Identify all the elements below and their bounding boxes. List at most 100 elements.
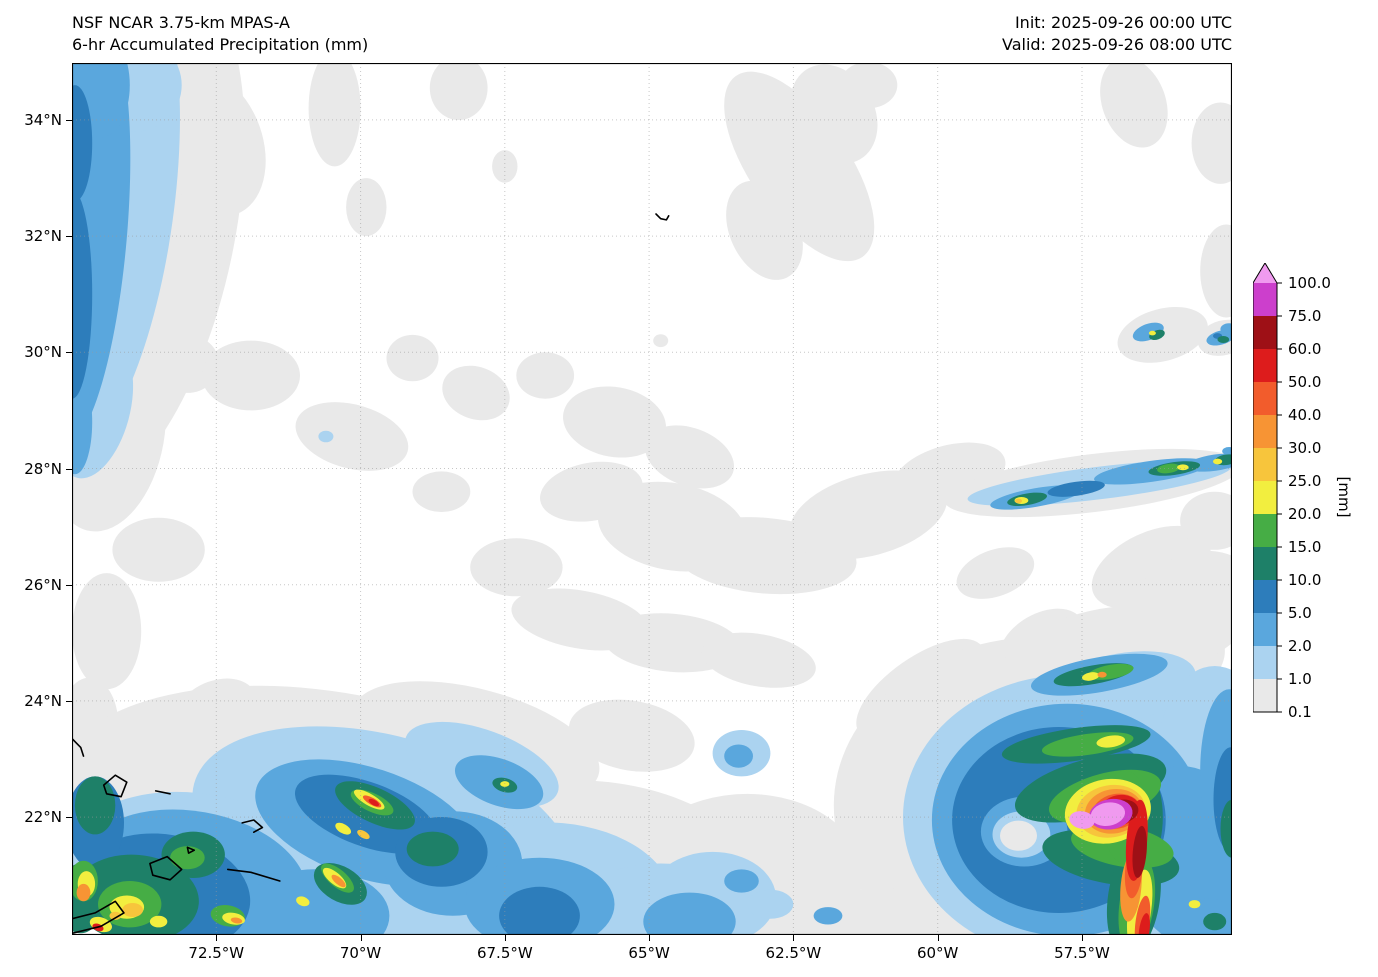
- colorbar-tick-label: 75.0: [1288, 307, 1322, 325]
- coastline: [241, 819, 264, 833]
- colorbar-cell: [1253, 382, 1277, 415]
- precip-region-p0: [412, 471, 471, 512]
- precip-region-p25: [122, 903, 143, 917]
- precip-region-p0: [112, 517, 205, 582]
- map-frame: [72, 63, 1232, 935]
- precip-region-p0: [516, 352, 575, 399]
- precip-region-p20: [1213, 458, 1223, 465]
- x-axis-tick: [504, 935, 506, 941]
- precip-region-p2: [813, 907, 843, 925]
- precip-region-p60: [1132, 825, 1147, 878]
- y-axis-tick: [66, 584, 72, 586]
- colorbar-outline: [1252, 262, 1278, 713]
- precip-region-p30: [331, 874, 346, 888]
- coastline: [102, 774, 128, 798]
- precip-region-p0: [492, 150, 518, 183]
- x-axis-tick: [937, 935, 939, 941]
- y-axis-tick-label: 22°N: [24, 808, 62, 827]
- precip-region-p0: [155, 70, 266, 217]
- precip-region-p30: [1097, 671, 1107, 678]
- x-axis-tick: [1081, 935, 1083, 941]
- precip-region-p0: [1180, 491, 1232, 550]
- precip-region-p2: [724, 869, 759, 893]
- precip-region-p1: [747, 889, 794, 919]
- precip-region-p0: [568, 699, 695, 772]
- colorbar-tick-label: 100.0: [1288, 274, 1331, 292]
- precip-region-p10: [74, 776, 116, 835]
- colorbar-tick-label: 1.0: [1288, 670, 1312, 688]
- y-axis-tick-label: 32°N: [24, 227, 62, 246]
- precip-region-p0: [644, 425, 735, 489]
- precip-region-p0: [1126, 550, 1232, 665]
- precip-region-p20: [335, 822, 352, 835]
- y-axis-tick-label: 24°N: [24, 691, 62, 710]
- coastline: [72, 900, 125, 935]
- precip-region-p0: [295, 402, 409, 471]
- y-axis-tick: [66, 468, 72, 470]
- precip-region-p1: [318, 430, 334, 443]
- precip-region-p0: [1191, 102, 1232, 184]
- valid-time: Valid: 2025-09-26 08:00 UTC: [1001, 35, 1232, 54]
- y-axis-tick-label: 28°N: [24, 459, 62, 478]
- precip-region-p10: [1220, 799, 1232, 858]
- x-axis-tick: [216, 935, 218, 941]
- colorbar-tick-label: 25.0: [1288, 472, 1322, 490]
- x-axis-tick: [360, 935, 362, 941]
- colorbar-tick-label: 60.0: [1288, 340, 1322, 358]
- x-axis-tick-label: 60°W: [916, 944, 959, 962]
- precip-region-p0: [346, 178, 387, 237]
- precip-region-p20: [296, 896, 310, 907]
- precip-region-p20: [500, 781, 510, 787]
- colorbar-cell: [1253, 646, 1277, 679]
- precip-region-p0: [956, 547, 1035, 599]
- x-axis-tick-label: 70°W: [339, 944, 382, 962]
- precip-region-p0: [726, 180, 803, 280]
- colorbar-cell: [1253, 481, 1277, 514]
- y-axis-tick: [66, 352, 72, 354]
- model-name: NSF NCAR 3.75-km MPAS-A: [72, 13, 290, 32]
- colorbar-cell: [1253, 613, 1277, 646]
- precip-region-p0: [724, 71, 875, 262]
- x-axis-tick-label: 72.5°W: [188, 944, 245, 962]
- colorbar-tick-label: 20.0: [1288, 505, 1322, 523]
- precip-region-p25: [357, 829, 370, 840]
- precip-region-p2: [724, 744, 753, 768]
- coastline: [72, 737, 85, 757]
- precip-region-p20: [1177, 464, 1189, 471]
- precip-region-p5: [1047, 480, 1105, 497]
- precip-region-p100: [1090, 802, 1126, 827]
- x-axis-tick-label: 67.5°W: [476, 944, 533, 962]
- precip-region-p0: [72, 573, 142, 690]
- precip-region-p0: [563, 386, 666, 458]
- precip-region-p100: [1069, 811, 1095, 829]
- colorbar-unit-label: [mm]: [1335, 476, 1353, 518]
- precip-region-p30: [230, 917, 243, 924]
- precip-region-p2: [1220, 323, 1232, 335]
- coastline: [154, 790, 171, 795]
- colorbar-tick-label: 50.0: [1288, 373, 1322, 391]
- y-axis-tick: [66, 817, 72, 819]
- colorbar-tick-label: 2.0: [1288, 637, 1312, 655]
- precip-region-p0: [1100, 63, 1168, 148]
- colorbar-over-arrow: [1253, 263, 1277, 283]
- precip-region-p50: [1138, 913, 1150, 935]
- precip-region-p10: [1217, 336, 1230, 343]
- precip-region-p0: [1200, 224, 1232, 318]
- precip-region-p0: [470, 538, 563, 597]
- colorbar-cell: [1253, 448, 1277, 481]
- colorbar: [1252, 262, 1285, 737]
- plot-title: NSF NCAR 3.75-km MPAS-A 6-hr Accumulated…: [72, 12, 368, 56]
- colorbar-canvas: [1252, 262, 1282, 713]
- x-axis-tick-label: 57.5°W: [1054, 944, 1110, 962]
- precip-region-p20: [1082, 672, 1100, 681]
- precip-region-p10: [406, 831, 459, 867]
- colorbar-tick-label: 40.0: [1288, 406, 1322, 424]
- colorbar-tick-label: 30.0: [1288, 439, 1322, 457]
- precip-map-canvas: [72, 63, 1232, 935]
- y-axis-tick-label: 34°N: [24, 110, 62, 129]
- y-axis-tick-label: 30°N: [24, 343, 62, 362]
- x-axis-tick: [793, 935, 795, 941]
- precip-region-p0: [839, 63, 898, 109]
- coastline: [227, 868, 281, 882]
- coastline: [186, 846, 196, 854]
